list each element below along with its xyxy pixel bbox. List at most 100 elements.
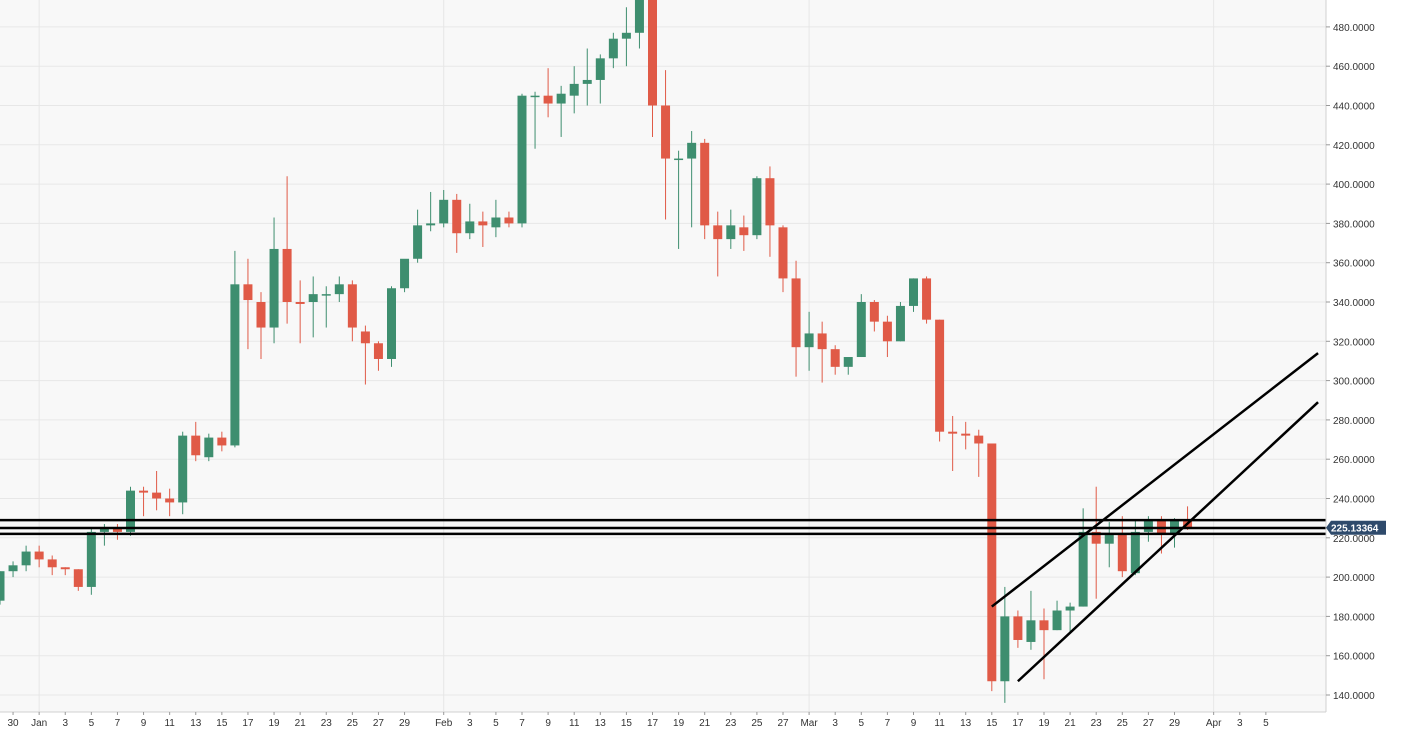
candle-body	[47, 559, 57, 568]
candle-bullish	[843, 357, 853, 375]
candle-bullish	[674, 150, 684, 249]
price-tick-label: 260.0000	[1333, 455, 1375, 466]
time-tick-label: 3	[467, 718, 473, 729]
candle-body	[687, 142, 697, 159]
candle-bearish	[1117, 516, 1127, 578]
candle-body	[922, 278, 932, 320]
candle-bearish	[347, 280, 357, 342]
trend-line[interactable]	[991, 352, 1319, 608]
candle-body	[334, 284, 344, 295]
time-tick-label: 23	[1091, 718, 1103, 729]
candle-bullish	[387, 286, 396, 367]
candle-body	[935, 319, 945, 432]
candle-body	[256, 302, 266, 328]
time-tick-label: 19	[268, 718, 280, 729]
candle-bearish	[739, 215, 749, 251]
candle-bearish	[961, 421, 971, 450]
time-tick-label: 17	[242, 718, 254, 729]
candle-bullish	[269, 217, 279, 344]
time-tick-label: 25	[1117, 718, 1129, 729]
time-tick-label: 5	[89, 718, 95, 729]
last-price-label: 225.13364	[1331, 524, 1379, 535]
candle-body	[582, 79, 592, 84]
candle-bullish	[491, 199, 501, 238]
candle-bullish	[569, 66, 579, 114]
drawn-lines[interactable]	[0, 352, 1326, 683]
price-tick-label: 280.0000	[1333, 416, 1375, 427]
candle-body	[321, 294, 331, 296]
time-axis[interactable]: 2830Jan357911131517192123252729Feb357911…	[0, 712, 1269, 729]
price-axis[interactable]: 140.0000 160.0000 180.0000 200.0000 220.0000…	[1326, 23, 1375, 702]
candle-body	[1104, 533, 1114, 544]
price-tick-label: 240.0000	[1333, 495, 1375, 506]
candle-body	[86, 531, 96, 587]
candle-bullish	[21, 545, 31, 572]
candle-body	[752, 178, 762, 236]
time-tick-label: 5	[493, 718, 499, 729]
price-tick-label: 180.0000	[1333, 612, 1375, 623]
candle-bullish	[413, 209, 423, 263]
time-tick-label: Feb	[435, 718, 453, 729]
price-tick-label: 360.0000	[1333, 259, 1375, 270]
candle-bearish	[504, 211, 514, 228]
candle-body	[8, 565, 18, 572]
candle-body	[491, 217, 501, 228]
time-tick-label: 3	[832, 718, 838, 729]
time-tick-label: 13	[190, 718, 202, 729]
price-tick-label: 480.0000	[1333, 23, 1375, 34]
candle-bullish	[556, 85, 566, 137]
candle-bearish	[360, 325, 370, 385]
candle-body	[674, 158, 684, 161]
candle-body	[608, 38, 618, 59]
candle-body	[178, 435, 188, 503]
time-tick-label: 15	[621, 718, 633, 729]
time-tick-label: 5	[859, 718, 865, 729]
candle-body	[204, 437, 214, 458]
time-tick-label: 27	[1143, 718, 1155, 729]
candle-body	[778, 227, 788, 279]
candle-bearish	[295, 280, 305, 344]
candle-body	[621, 32, 631, 39]
price-tick-label: 160.0000	[1333, 652, 1375, 663]
candle-bullish	[595, 54, 605, 104]
time-tick-label: 25	[347, 718, 359, 729]
candle-bullish	[752, 176, 762, 240]
time-tick-label: 9	[141, 718, 147, 729]
price-tick-label: 140.0000	[1333, 691, 1375, 702]
candle-body	[478, 221, 488, 226]
last-price-badge	[1326, 520, 1386, 535]
candle-body	[0, 571, 5, 601]
candle-bullish	[804, 311, 814, 371]
candle-body	[543, 95, 553, 104]
candle-body	[60, 567, 70, 570]
price-tick-label: 200.0000	[1333, 573, 1375, 584]
candle-bullish	[687, 131, 697, 228]
candle-body	[856, 302, 866, 358]
candle-bearish	[373, 341, 383, 371]
candle-bearish	[243, 258, 253, 350]
candle-body	[909, 278, 918, 306]
trend-line[interactable]	[1017, 401, 1319, 683]
candle-body	[426, 223, 436, 226]
time-tick-label: 21	[1065, 718, 1077, 729]
time-tick-label: 9	[545, 718, 551, 729]
time-tick-label: 21	[699, 718, 711, 729]
candle-body	[191, 435, 201, 456]
candle-bullish	[909, 278, 918, 312]
candle-bullish	[178, 431, 188, 515]
time-tick-label: 19	[1038, 718, 1050, 729]
candle-body	[439, 199, 449, 224]
candle-bullish	[1130, 520, 1140, 576]
candle-bullish	[86, 527, 96, 595]
time-tick-label: 19	[673, 718, 685, 729]
candle-bearish	[1013, 610, 1023, 648]
last-price-marker: 225.13364	[1326, 520, 1386, 535]
candle-body	[791, 278, 801, 348]
price-tick-label: 400.0000	[1333, 180, 1375, 191]
candle-bullish	[8, 561, 18, 578]
candle-bullish	[1026, 590, 1036, 650]
candle-bullish	[895, 302, 905, 342]
candle-body	[1143, 520, 1153, 532]
